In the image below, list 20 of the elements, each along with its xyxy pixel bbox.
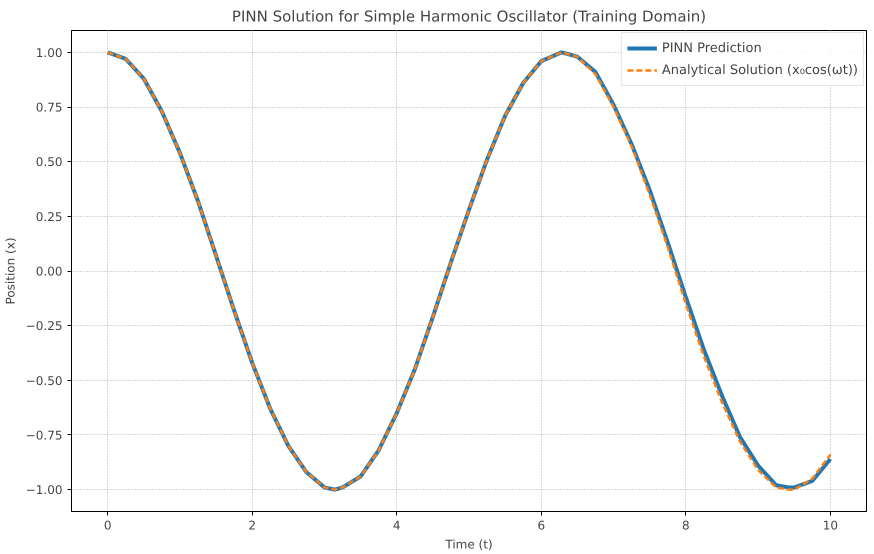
- x-tick-label: 4: [392, 518, 401, 532]
- y-tick-label: 0.50: [36, 155, 62, 170]
- y-tick-label: −0.75: [26, 428, 63, 442]
- legend-label: Analytical Solution (x₀cos(ωt)): [662, 62, 858, 78]
- y-tick-label: 0.75: [36, 100, 62, 115]
- y-tick-label: −0.25: [26, 319, 63, 334]
- y-tick-label: 1.00: [36, 46, 62, 60]
- y-tick-label: 0.25: [36, 210, 62, 224]
- x-tick-label: 2: [248, 518, 256, 532]
- y-tick-label: 0.00: [36, 264, 62, 278]
- x-tick-label: 0: [104, 518, 112, 532]
- x-axis-title: Time (t): [444, 538, 493, 552]
- y-tick-label: −1.00: [26, 483, 63, 498]
- y-tick-label: −0.50: [26, 374, 63, 388]
- y-axis-title: Position (x): [4, 237, 18, 304]
- x-tick-label: 6: [537, 518, 546, 532]
- chart-title: PINN Solution for Simple Harmonic Oscillator (Training Domain): [232, 8, 706, 26]
- x-tick-label: 8: [682, 518, 690, 532]
- x-tick-label: 10: [822, 518, 838, 532]
- legend-label: PINN Prediction: [662, 40, 762, 56]
